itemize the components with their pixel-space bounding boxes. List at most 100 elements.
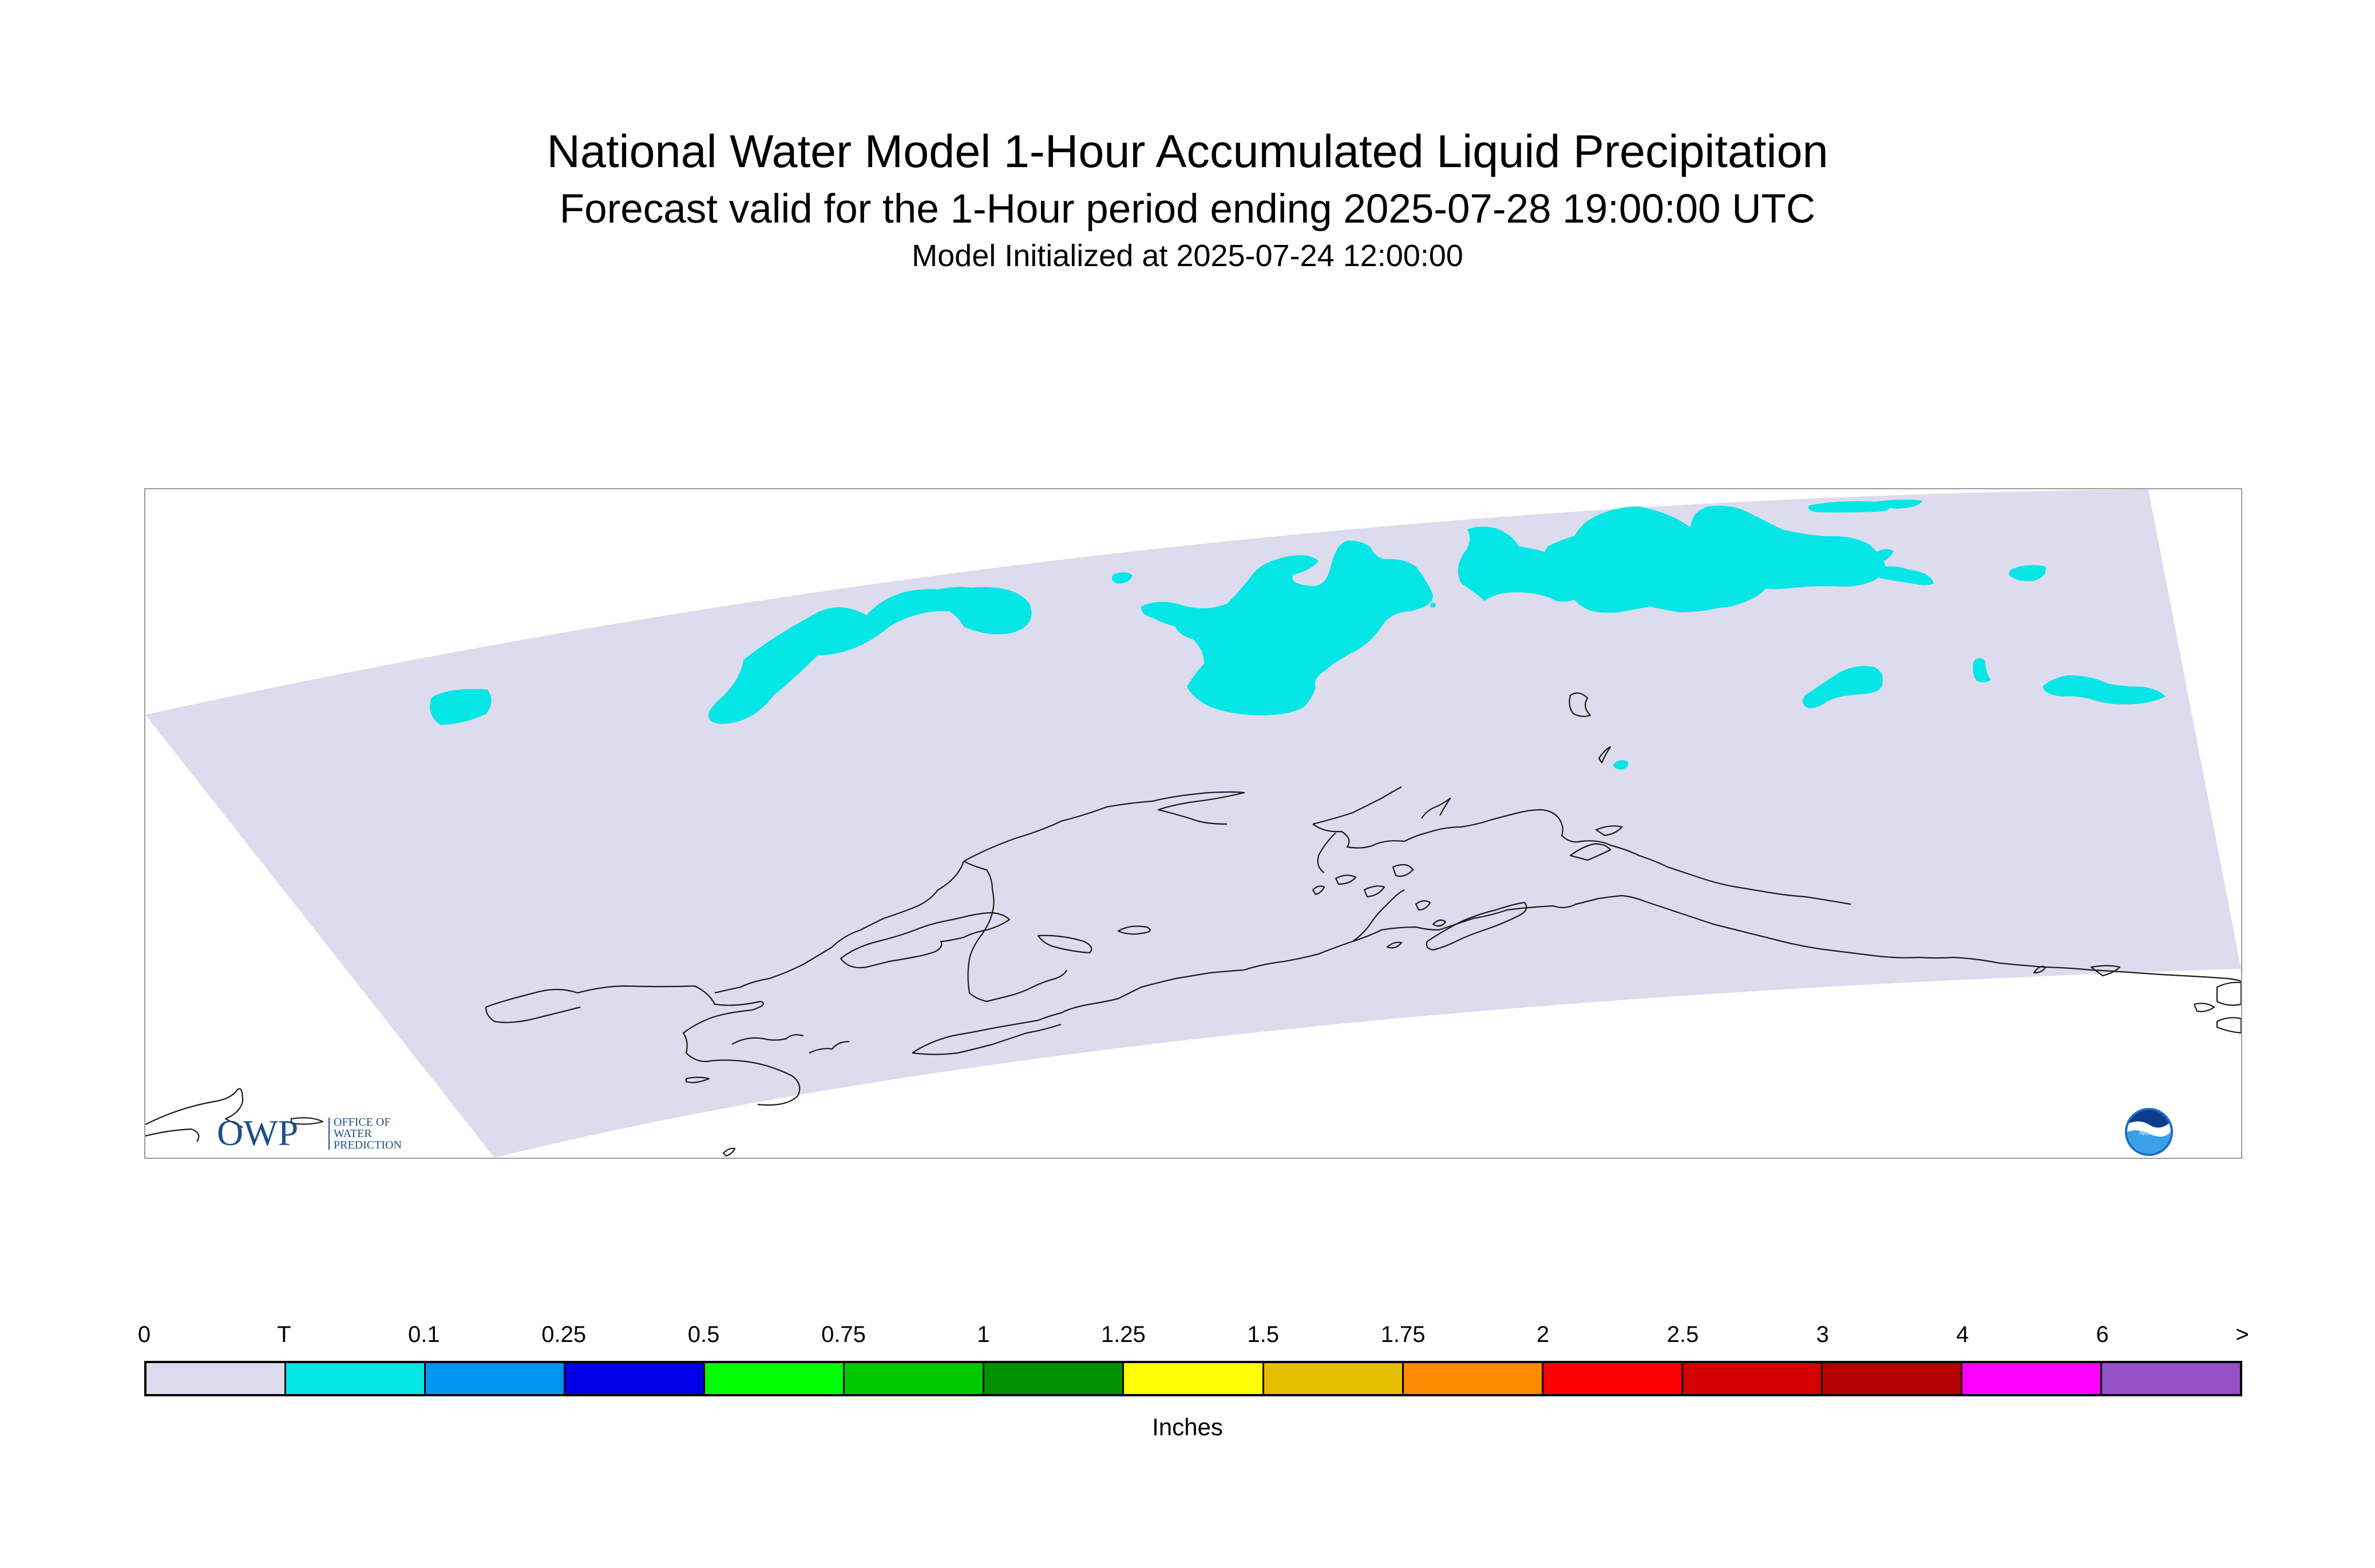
coastline [1312, 885, 1325, 896]
legend-tick-label: 6 [2096, 1322, 2109, 1347]
noaa-emblem-icon: NOAA [2123, 1106, 2175, 1158]
legend-tick-label: 3 [1816, 1322, 1829, 1347]
coastline [1244, 894, 2241, 982]
coastline [2216, 981, 2241, 1006]
precip-area [2009, 565, 2046, 581]
legend-tick-label: > [2235, 1322, 2249, 1347]
legend-tick-label: 1.5 [1247, 1322, 1279, 1347]
coastline [731, 1034, 804, 1045]
legend-tick-label: 0 [137, 1322, 151, 1347]
coastline [1386, 941, 1403, 949]
coastline [1595, 825, 1623, 837]
precip-area [1973, 658, 1991, 683]
map-panel: OWP OFFICE OF WATER PREDICTION NOAA [144, 488, 2242, 1159]
coastline [1363, 885, 1386, 898]
coastline [1432, 919, 1447, 927]
legend-colorbar [144, 1361, 2242, 1396]
coastline [1352, 889, 1405, 942]
coastline [714, 929, 861, 994]
owp-logo-line: PREDICTION [334, 1139, 402, 1151]
legend-swatch [1124, 1363, 1264, 1394]
legend-swatch [147, 1363, 287, 1394]
precip-area [1111, 572, 1133, 584]
coastline [2033, 965, 2047, 974]
precip-area [918, 587, 1032, 635]
coastline [1415, 900, 1431, 911]
coastline [912, 969, 1245, 1054]
model-init-text: Model Initialized at 2025-07-24 12:00:00 [912, 239, 1463, 273]
coastline [1569, 843, 1612, 861]
coastline [145, 1088, 244, 1128]
legend-swatch [845, 1363, 985, 1394]
precip-area [1430, 603, 1436, 608]
legend-tick-label: 1.25 [1101, 1322, 1146, 1347]
legend-tick-label: 2 [1536, 1322, 1550, 1347]
coastline [1117, 925, 1151, 935]
coastline [1317, 832, 1336, 873]
legend-swatch [984, 1363, 1125, 1394]
coastline [912, 1023, 1062, 1055]
legend-tick-label: 1.75 [1380, 1322, 1426, 1347]
noaa-logo-text: NOAA [2139, 1129, 2159, 1137]
precip-area [1612, 518, 1775, 608]
coastline [860, 861, 965, 930]
legend-swatch [565, 1363, 706, 1394]
precipitation-map [145, 489, 2241, 1158]
precip-area [430, 688, 492, 725]
precip-area [1141, 540, 1433, 715]
coastline [1598, 746, 1612, 764]
precip-area [1875, 566, 1934, 585]
precip-area [1613, 760, 1629, 770]
legend-swatch [1543, 1363, 1683, 1394]
owp-logo-mark: OWP [217, 1114, 298, 1153]
legend-tick-label: 0.5 [687, 1322, 720, 1347]
precip-area [1808, 501, 1890, 513]
legend-units-label: Inches [1152, 1413, 1223, 1440]
coastline [1569, 692, 1592, 718]
precip-area [1803, 666, 1883, 708]
coastline [963, 861, 1067, 1003]
coastline [1426, 901, 1527, 951]
coastline [485, 985, 801, 1106]
legend-tick-label: 0.75 [821, 1322, 866, 1347]
legend-swatch [1822, 1363, 1962, 1394]
legend-swatch [426, 1363, 566, 1394]
owp-logo-line: WATER [334, 1127, 372, 1140]
coastline [963, 791, 1245, 862]
owp-logo: OWP OFFICE OF WATER PREDICTION [217, 1112, 434, 1157]
legend-tick-label: 1 [977, 1322, 990, 1347]
map-subtitle: Forecast valid for the 1-Hour period end… [559, 187, 1816, 232]
coastline [2090, 965, 2121, 977]
legend-swatch [1962, 1363, 2102, 1394]
legend-swatch [286, 1363, 426, 1394]
legend-swatch [705, 1363, 845, 1394]
legend-tick-label: T [277, 1322, 291, 1347]
legend-swatch [1403, 1363, 1543, 1394]
coastline [2216, 1017, 2241, 1034]
coastline [685, 1076, 710, 1083]
coastline [1335, 874, 1357, 885]
coastline [1312, 809, 1851, 905]
legend-tick-label: 0.25 [541, 1322, 587, 1347]
legend-tick-label: 4 [1956, 1322, 1969, 1347]
coastline [1421, 797, 1451, 819]
map-title: National Water Model 1-Hour Accumulated … [547, 126, 1828, 177]
precip-area [1691, 505, 1885, 589]
coastline [1312, 786, 1402, 825]
coastline [840, 912, 1011, 969]
coastline [485, 1006, 581, 1023]
precip-areas [430, 499, 2166, 770]
precip-area [1876, 549, 1894, 561]
precip-area [1874, 499, 1922, 509]
coastline [2193, 1003, 2215, 1012]
coastline [809, 1040, 850, 1054]
model-domain-area [145, 489, 2241, 1158]
legend-swatch [2101, 1363, 2240, 1394]
coastline [1037, 935, 1092, 954]
coastline [722, 1147, 736, 1157]
noaa-logo-graphic: NOAA [2125, 1108, 2173, 1156]
coastline [145, 1128, 200, 1142]
legend-tick-label: 0.1 [407, 1322, 440, 1347]
precip-area [2042, 675, 2166, 704]
legend-swatch [1264, 1363, 1404, 1394]
